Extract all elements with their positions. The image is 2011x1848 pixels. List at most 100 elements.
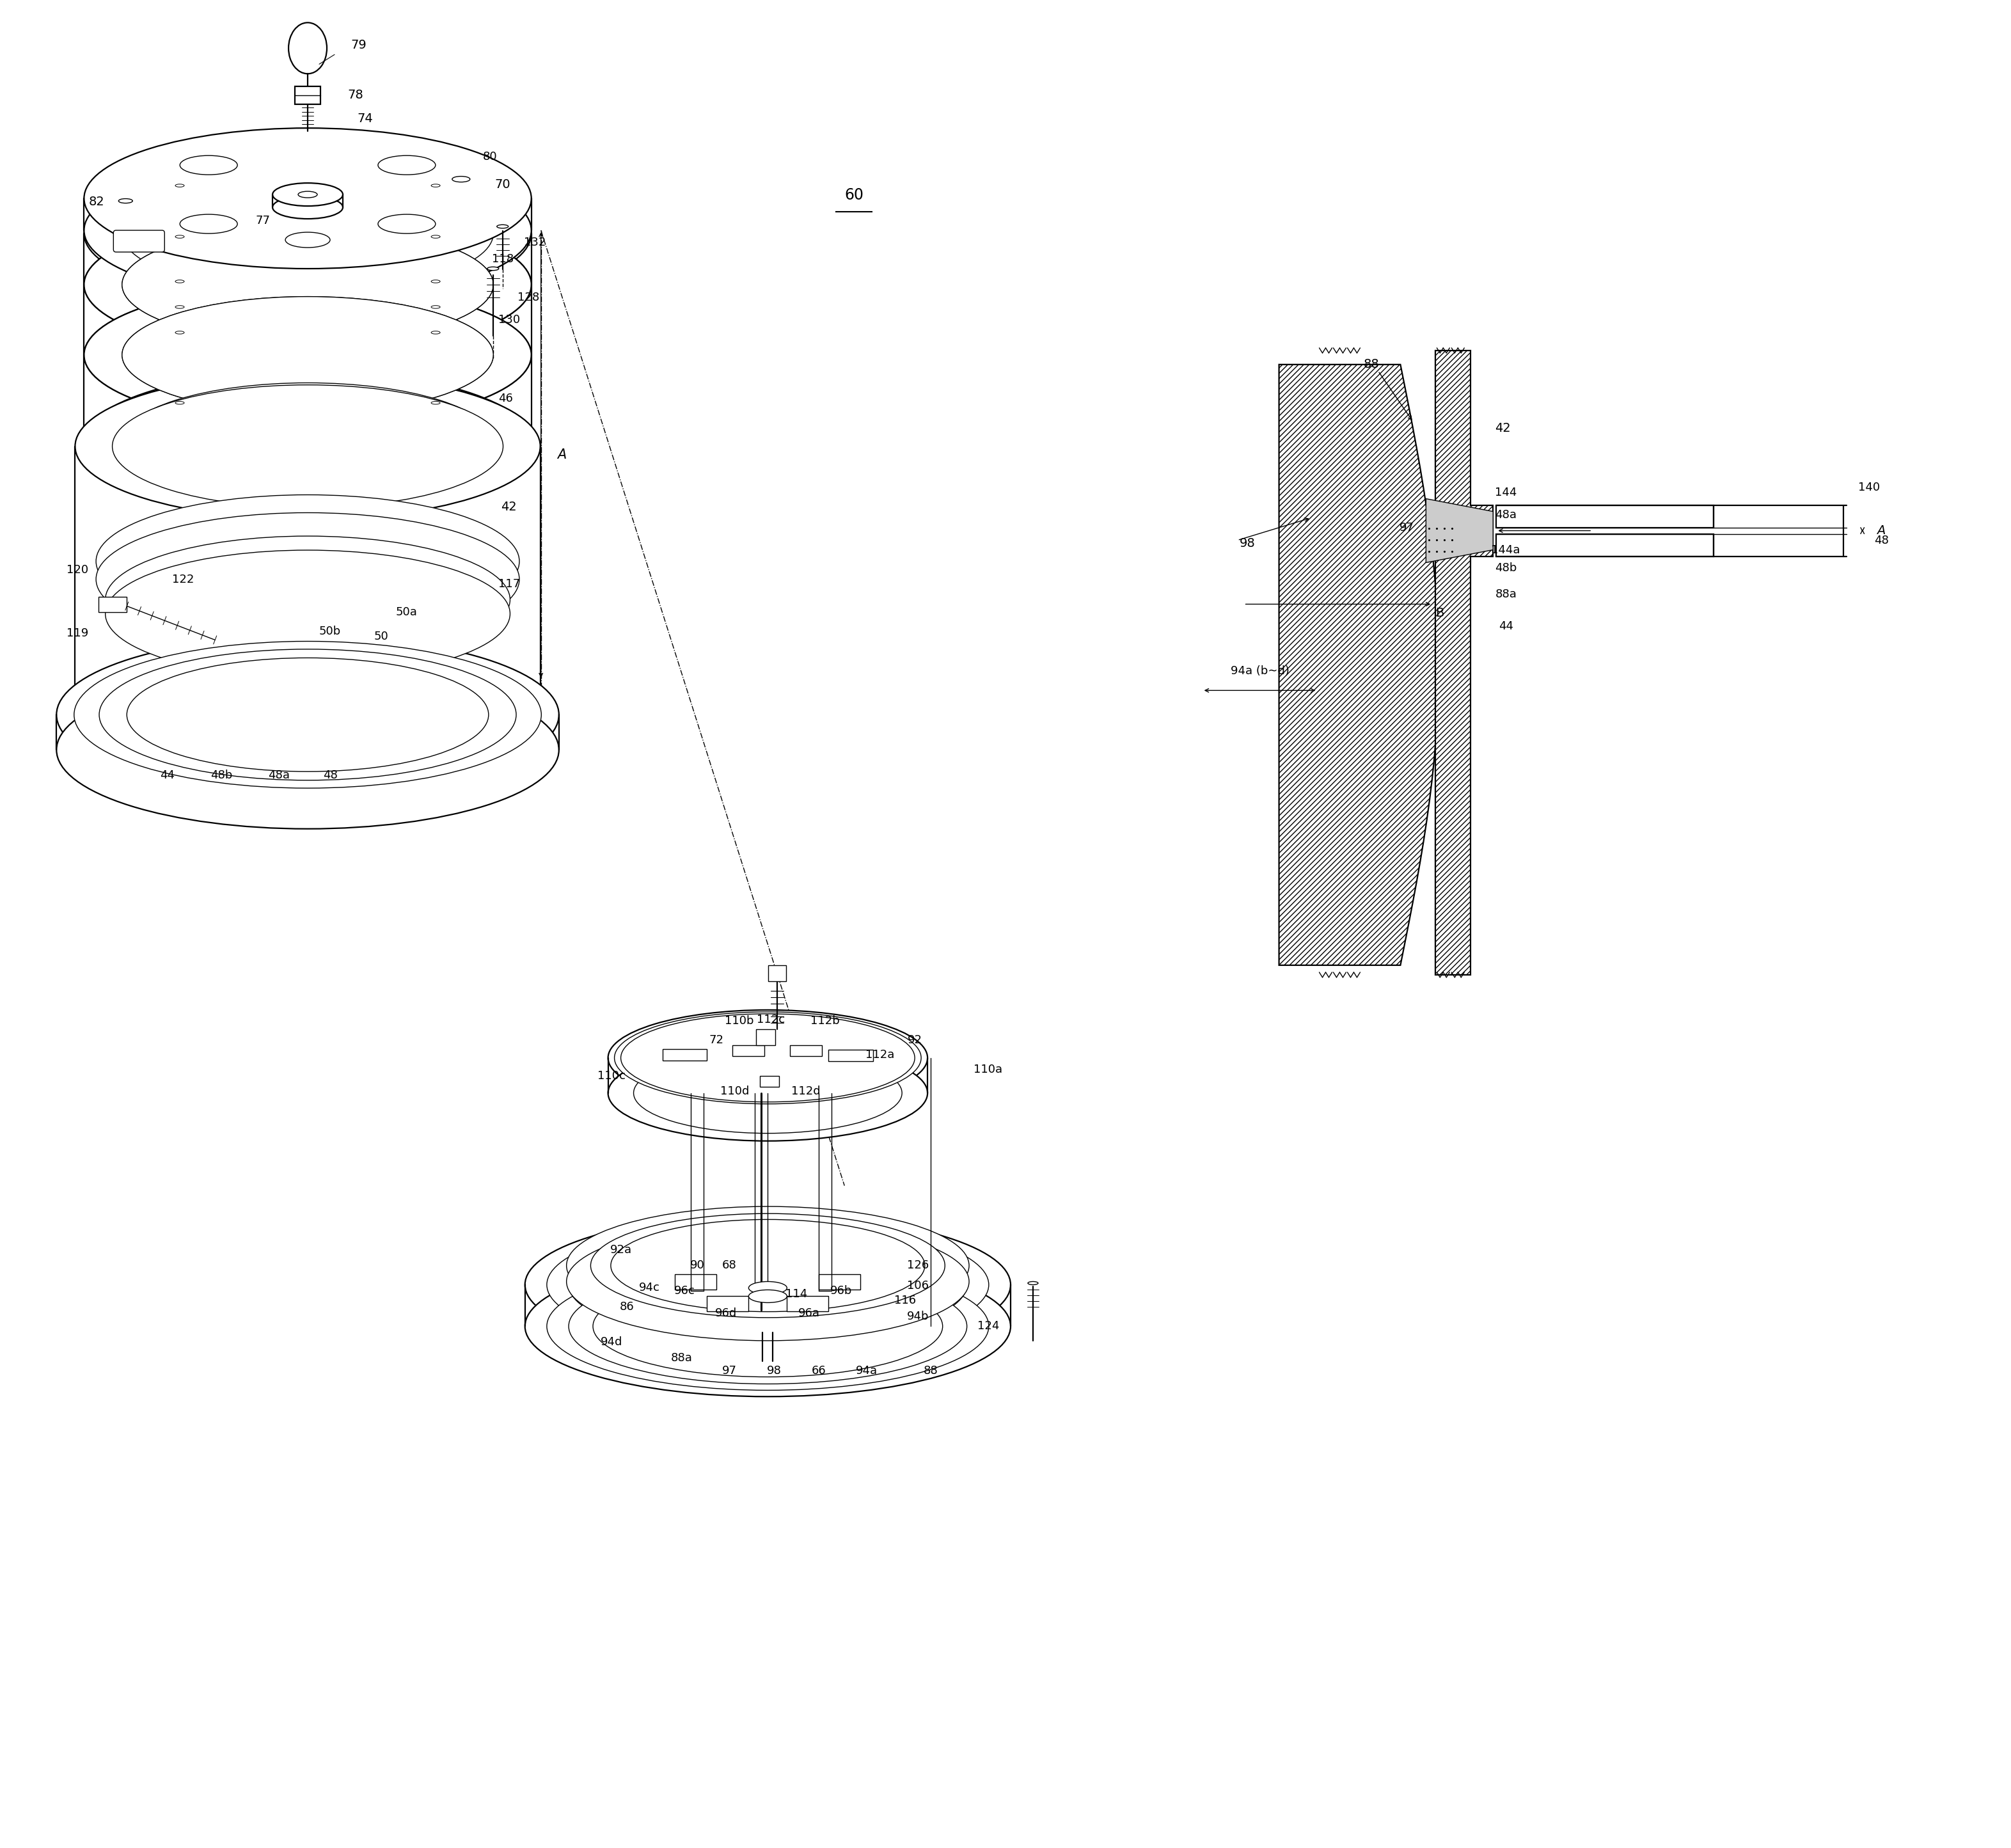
Text: B: B: [1436, 608, 1444, 619]
Text: 98: 98: [1239, 538, 1255, 549]
Text: 116: 116: [895, 1295, 917, 1307]
Ellipse shape: [569, 1227, 967, 1342]
Text: 74: 74: [358, 113, 374, 124]
Polygon shape: [829, 1050, 873, 1061]
Text: 119: 119: [66, 628, 88, 639]
Polygon shape: [1426, 499, 1492, 562]
Text: 88: 88: [1363, 359, 1380, 371]
Text: 122: 122: [173, 573, 195, 586]
Text: 140: 140: [1858, 482, 1880, 493]
Text: 94a: 94a: [857, 1366, 877, 1377]
Text: 82: 82: [88, 196, 105, 207]
Text: 97: 97: [722, 1366, 736, 1377]
Text: 96a: 96a: [798, 1308, 820, 1319]
Ellipse shape: [175, 305, 185, 309]
Text: 88: 88: [923, 1366, 937, 1377]
Text: 48: 48: [1874, 534, 1888, 545]
Text: 130: 130: [499, 314, 521, 325]
Text: 48b: 48b: [1494, 562, 1516, 573]
Ellipse shape: [123, 225, 493, 344]
Text: 42: 42: [501, 501, 517, 514]
Text: 128: 128: [517, 292, 539, 303]
Ellipse shape: [56, 671, 559, 828]
Ellipse shape: [84, 285, 531, 425]
Ellipse shape: [84, 214, 531, 355]
Text: 112a: 112a: [865, 1050, 895, 1061]
Text: 48a: 48a: [1494, 508, 1516, 521]
Ellipse shape: [84, 163, 531, 303]
Polygon shape: [790, 1046, 822, 1055]
Text: 72: 72: [710, 1035, 724, 1046]
Ellipse shape: [175, 331, 185, 334]
Text: 94c: 94c: [639, 1283, 660, 1294]
Text: 112c: 112c: [756, 1015, 784, 1026]
Text: 112b: 112b: [810, 1015, 841, 1027]
Polygon shape: [662, 1050, 708, 1061]
Ellipse shape: [525, 1214, 1012, 1355]
Text: A: A: [557, 449, 565, 462]
Polygon shape: [99, 597, 127, 612]
Ellipse shape: [113, 384, 503, 508]
Text: 117: 117: [499, 578, 521, 590]
Text: 78: 78: [348, 89, 364, 102]
Ellipse shape: [123, 296, 493, 414]
Ellipse shape: [430, 235, 440, 238]
Ellipse shape: [607, 1011, 927, 1105]
Ellipse shape: [84, 128, 531, 268]
Text: 50a: 50a: [396, 606, 418, 619]
Ellipse shape: [452, 176, 471, 183]
Ellipse shape: [74, 641, 541, 787]
Text: 88a: 88a: [672, 1353, 692, 1364]
Text: 92a: 92a: [609, 1244, 631, 1255]
Ellipse shape: [378, 214, 436, 233]
Text: 110b: 110b: [724, 1015, 754, 1027]
Polygon shape: [1496, 534, 1713, 556]
Ellipse shape: [56, 636, 559, 793]
Ellipse shape: [123, 176, 493, 292]
Polygon shape: [768, 965, 786, 981]
Polygon shape: [732, 1046, 764, 1055]
Ellipse shape: [298, 192, 318, 198]
Polygon shape: [818, 1275, 861, 1290]
Ellipse shape: [430, 331, 440, 334]
Ellipse shape: [123, 383, 493, 499]
Text: 48: 48: [322, 769, 338, 782]
Polygon shape: [676, 1275, 716, 1290]
Polygon shape: [1279, 364, 1438, 965]
Text: 124: 124: [977, 1321, 999, 1332]
Text: 77: 77: [255, 214, 269, 227]
Ellipse shape: [487, 266, 499, 270]
Ellipse shape: [273, 196, 342, 218]
Text: 80: 80: [483, 152, 497, 163]
Text: 94b: 94b: [907, 1310, 929, 1323]
Ellipse shape: [611, 1220, 925, 1312]
Ellipse shape: [621, 1015, 915, 1101]
Ellipse shape: [593, 1234, 943, 1336]
Text: 94a (b∼d): 94a (b∼d): [1231, 665, 1289, 676]
Text: 96d: 96d: [716, 1308, 738, 1319]
Ellipse shape: [179, 214, 237, 233]
Ellipse shape: [74, 641, 541, 787]
Text: 70: 70: [495, 177, 511, 190]
Ellipse shape: [123, 296, 493, 414]
Ellipse shape: [497, 225, 509, 229]
Text: 50b: 50b: [320, 626, 342, 638]
Text: 88a: 88a: [1494, 590, 1516, 601]
Text: 132: 132: [523, 237, 545, 248]
Ellipse shape: [97, 495, 519, 628]
Text: 68: 68: [722, 1260, 736, 1271]
Text: 98: 98: [766, 1366, 782, 1377]
Text: 118: 118: [491, 253, 513, 264]
Ellipse shape: [607, 1046, 927, 1140]
Text: 110d: 110d: [720, 1085, 748, 1098]
Text: 42: 42: [1494, 423, 1510, 434]
Ellipse shape: [547, 1222, 989, 1349]
Ellipse shape: [378, 155, 436, 176]
Polygon shape: [708, 1295, 748, 1312]
Ellipse shape: [84, 214, 531, 355]
Text: 112d: 112d: [792, 1085, 820, 1098]
Ellipse shape: [97, 512, 519, 645]
Ellipse shape: [175, 401, 185, 405]
Ellipse shape: [591, 1214, 945, 1318]
Ellipse shape: [633, 1053, 903, 1133]
